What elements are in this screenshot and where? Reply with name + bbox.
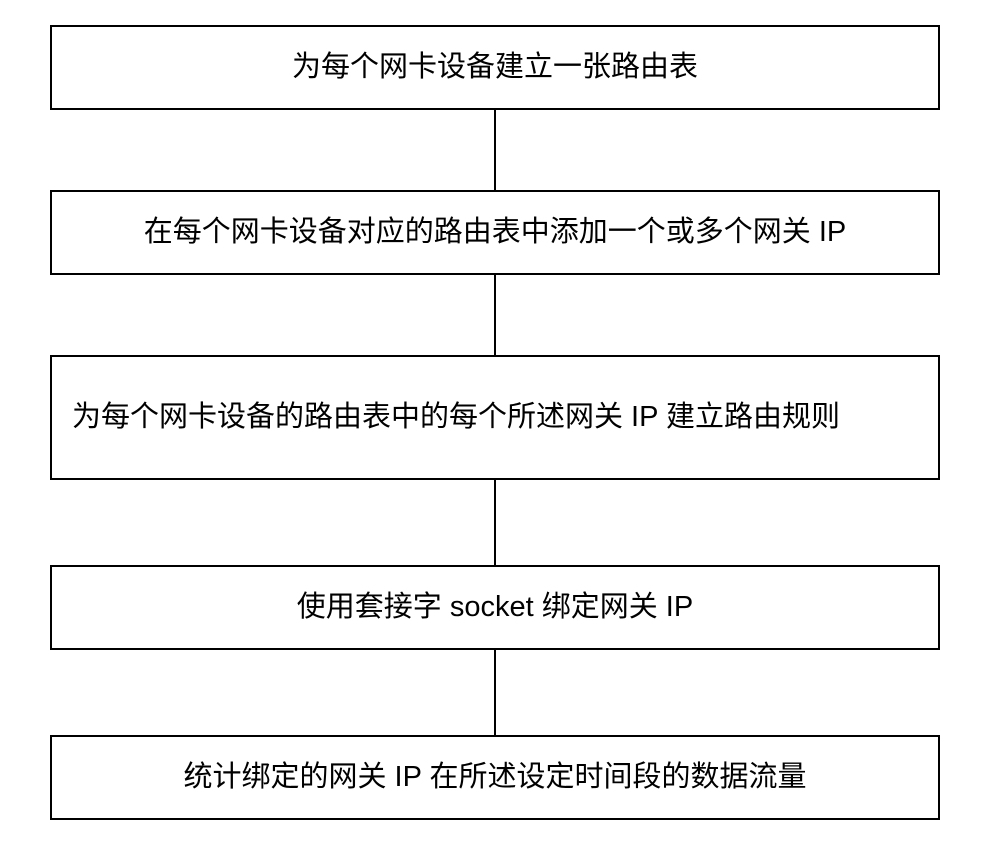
flowchart-step-2: 在每个网卡设备对应的路由表中添加一个或多个网关 IP [50, 190, 940, 275]
flowchart-container: 为每个网卡设备建立一张路由表 在每个网卡设备对应的路由表中添加一个或多个网关 I… [50, 25, 940, 820]
flowchart-step-1: 为每个网卡设备建立一张路由表 [50, 25, 940, 110]
flowchart-step-4: 使用套接字 socket 绑定网关 IP [50, 565, 940, 650]
step-2-label: 在每个网卡设备对应的路由表中添加一个或多个网关 IP [72, 211, 918, 255]
step-1-label: 为每个网卡设备建立一张路由表 [72, 46, 918, 90]
step-4-label: 使用套接字 socket 绑定网关 IP [72, 586, 918, 630]
connector-1 [494, 110, 496, 190]
step-3-label: 为每个网卡设备的路由表中的每个所述网关 IP 建立路由规则 [72, 396, 840, 440]
connector-3 [494, 480, 496, 565]
flowchart-step-5: 统计绑定的网关 IP 在所述设定时间段的数据流量 [50, 735, 940, 820]
connector-4 [494, 650, 496, 735]
step-5-label: 统计绑定的网关 IP 在所述设定时间段的数据流量 [72, 756, 918, 800]
flowchart-step-3: 为每个网卡设备的路由表中的每个所述网关 IP 建立路由规则 [50, 355, 940, 480]
connector-2 [494, 275, 496, 355]
